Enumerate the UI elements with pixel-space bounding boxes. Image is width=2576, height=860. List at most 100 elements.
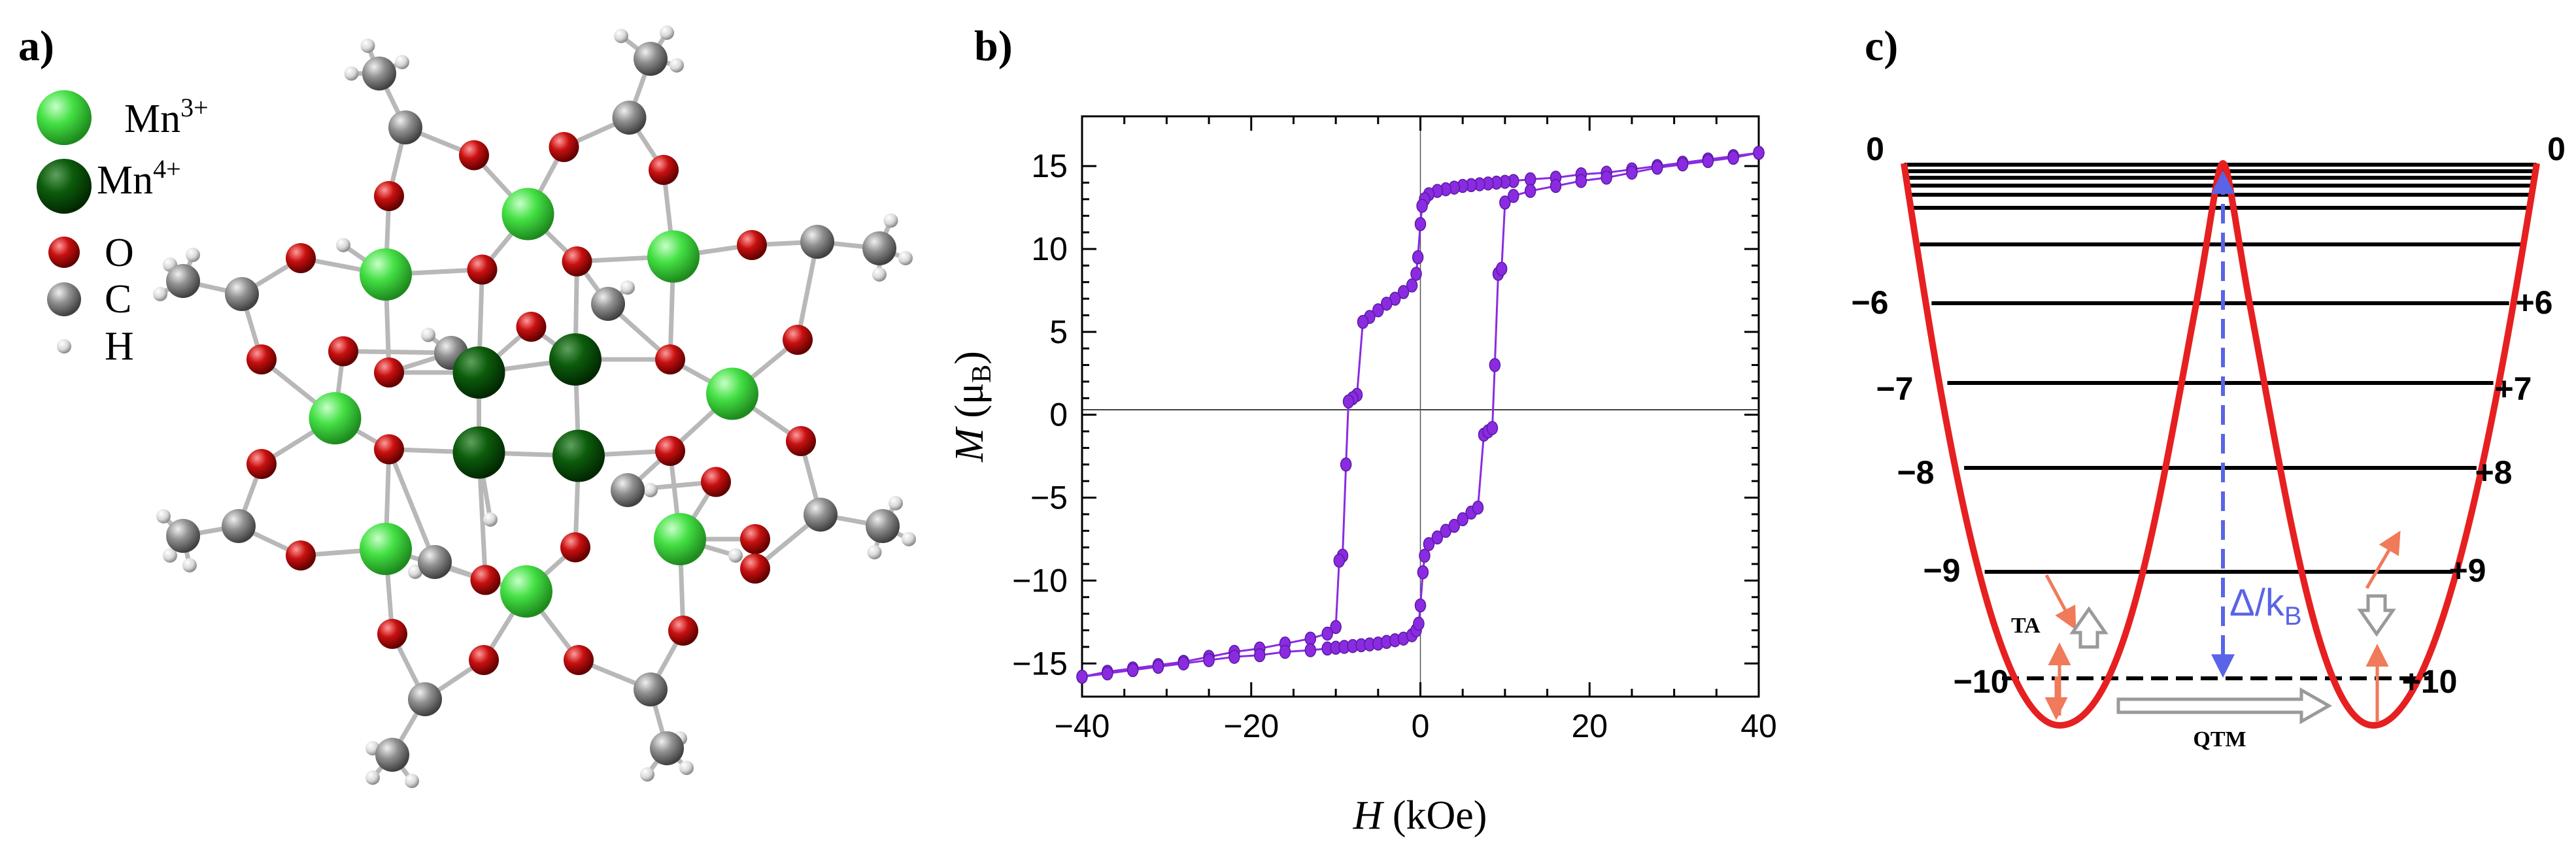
- data-point: [1550, 178, 1562, 193]
- ta-label: TA: [2011, 614, 2041, 638]
- oxygen-atom: [668, 616, 698, 646]
- right-level-0: 0: [2547, 131, 2566, 167]
- mn3-atom: [309, 392, 362, 444]
- hydrogen-atom: [728, 548, 743, 563]
- legend-mn3-ball: [37, 90, 92, 145]
- hydrogen-atom: [640, 767, 654, 782]
- hydrogen-atom: [405, 774, 419, 788]
- oxygen-atom: [470, 565, 501, 595]
- data-point: [1524, 172, 1536, 187]
- data-point: [1076, 669, 1088, 684]
- mn3-atom: [500, 565, 552, 618]
- hydrogen-atom: [620, 280, 635, 295]
- right-level-6: +6: [2515, 284, 2552, 321]
- y-tick-label: 10: [1031, 231, 1068, 267]
- data-point: [1102, 666, 1113, 681]
- left-level-0: 0: [1866, 131, 1884, 167]
- carbon-atom: [375, 738, 409, 772]
- right-level-8: +8: [2475, 454, 2512, 491]
- y-tick-label: −5: [1030, 480, 1068, 516]
- molecule-legend: Mn3+ Mn4+ O C H: [37, 90, 209, 369]
- oxygen-atom: [328, 336, 358, 367]
- hydrogen-atom: [360, 39, 375, 53]
- ta-hollow-arrow-left: [2069, 606, 2109, 649]
- legend-h-ball: [57, 339, 71, 354]
- data-point: [1414, 598, 1427, 613]
- left-level-6: −6: [1851, 284, 1888, 321]
- mn4-atom: [552, 429, 605, 482]
- data-point: [1178, 656, 1189, 671]
- hydrogen-atom: [614, 29, 628, 43]
- data-point: [1229, 650, 1240, 664]
- oxygen-atom: [786, 426, 816, 456]
- carbon-atom: [650, 731, 684, 765]
- hydrogen-atom: [898, 251, 913, 265]
- barrier-label: Δ/kB: [2229, 582, 2302, 631]
- data-point: [1676, 157, 1689, 172]
- data-point: [1321, 626, 1333, 641]
- x-tick-label: 20: [1571, 708, 1608, 744]
- y-tick-label: 0: [1049, 397, 1068, 433]
- hydrogen-atom: [643, 483, 658, 497]
- x-tick-label: 40: [1740, 708, 1777, 744]
- mn3-atom: [647, 230, 700, 283]
- data-point: [1524, 184, 1536, 198]
- right-level-10: +10: [2402, 663, 2458, 700]
- carbon-atom: [634, 42, 668, 76]
- data-point: [1727, 150, 1739, 165]
- oxygen-atom: [286, 540, 316, 571]
- bond: [341, 349, 454, 356]
- hydrogen-atom: [660, 25, 674, 40]
- data-point: [1330, 620, 1342, 635]
- mn12-molecule-model: [153, 25, 916, 788]
- hydrogen-atom: [182, 558, 197, 572]
- y-axis-title: M (μB): [947, 351, 997, 463]
- oxygen-atom: [374, 434, 404, 465]
- left-level-9: −9: [1923, 552, 1960, 589]
- left-level-8: −8: [1897, 454, 1934, 491]
- double-well-potential: [1901, 159, 2540, 729]
- data-point: [1601, 171, 1612, 185]
- panel-c-energy-diagram: c) 0 −6 −7 −8 −9 −10 0 +6 +7 +8 +9 +10 Δ…: [1851, 22, 2565, 752]
- ta-arrow-left-down: [2044, 574, 2076, 631]
- carbon-atom: [225, 277, 259, 311]
- legend-mn4-ball: [37, 159, 92, 214]
- axis-tick-labels: −40 −20 0 20 40 −15 −10 −5 0 5 10 15: [1012, 148, 1777, 744]
- oxygen-atom: [459, 140, 489, 171]
- oxygen-atom: [374, 357, 404, 388]
- data-point: [1342, 394, 1355, 409]
- qtm-label: QTM: [2193, 727, 2246, 752]
- panel-label-a: a): [18, 22, 54, 70]
- hydrogen-atom: [344, 66, 359, 81]
- carbon-atom: [408, 682, 442, 716]
- data-point: [1340, 457, 1352, 472]
- hydrogen-atom: [395, 55, 409, 69]
- data-point: [1304, 643, 1317, 657]
- carbon-atom: [611, 473, 645, 507]
- legend-mn3-label: Mn3+: [124, 93, 209, 141]
- hydrogen-atom: [483, 512, 498, 527]
- oxygen-atom: [740, 554, 770, 584]
- carbon-atom: [800, 225, 834, 259]
- oxygen-atom: [560, 532, 590, 563]
- hydrogen-atom: [889, 496, 903, 510]
- mn3-atom: [706, 367, 758, 420]
- data-point: [1416, 199, 1428, 213]
- hydrogen-atom: [336, 238, 350, 252]
- ta-arrow-right-up: [2365, 530, 2401, 589]
- data-point: [1410, 267, 1422, 281]
- data-point: [1304, 631, 1317, 646]
- y-tick-label: −10: [1012, 562, 1068, 599]
- legend-c-ball: [47, 282, 81, 316]
- right-level-9: +9: [2449, 552, 2486, 589]
- carbon-atom: [166, 264, 200, 298]
- carbon-atom: [388, 110, 422, 144]
- oxygen-atom: [562, 246, 592, 276]
- data-point: [1489, 357, 1501, 372]
- bond: [386, 447, 437, 565]
- legend-c-label: C: [105, 277, 131, 322]
- mn4-atom: [549, 333, 602, 386]
- data-point: [1372, 303, 1384, 318]
- carbon-atom: [166, 519, 200, 553]
- data-point: [1652, 160, 1663, 175]
